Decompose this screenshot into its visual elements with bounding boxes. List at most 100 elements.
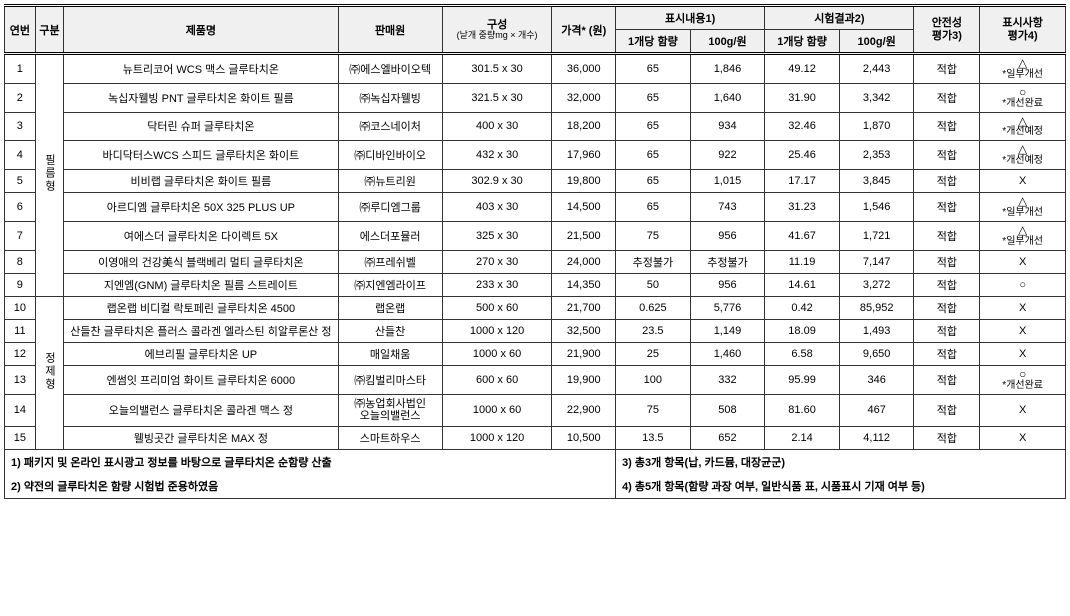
hdr-name: 제품명: [64, 6, 338, 54]
cell-price: 22,900: [552, 394, 616, 426]
cell-price: 21,900: [552, 342, 616, 365]
cell-d1: 65: [616, 141, 691, 170]
cell-num: 13: [5, 365, 36, 394]
cat-film: 필름형: [35, 54, 64, 297]
cell-name: 지엔엠(GNM) 글루타치온 필름 스트레이트: [64, 273, 338, 296]
footnote-3: 3) 총3개 항목(납, 카드뮴, 대장균군): [616, 449, 1066, 474]
cell-safe: 적합: [914, 426, 980, 449]
table-row: 6 아르디엠 글루타치온 50X 325 PLUS UP ㈜루디엠그룹 403 …: [5, 193, 1066, 222]
cell-comp: 233 x 30: [442, 273, 552, 296]
table-row: 14 오늘의밸런스 글루타치온 콜라겐 맥스 정 ㈜농업회사법인오늘의밸런스 1…: [5, 394, 1066, 426]
cell-d1: 65: [616, 83, 691, 112]
cell-vendor: 스마트하우스: [338, 426, 442, 449]
cell-name: 여에스더 글루타치온 다이렉트 5X: [64, 221, 338, 250]
hdr-safety-l2: 평가3): [916, 30, 977, 42]
cell-safe: 적합: [914, 296, 980, 319]
cell-t2: 3,342: [839, 83, 914, 112]
table-row: 9 지엔엠(GNM) 글루타치온 필름 스트레이트 ㈜지엔엠라이프 233 x …: [5, 273, 1066, 296]
cell-comp: 325 x 30: [442, 221, 552, 250]
cell-vendor: ㈜농업회사법인오늘의밸런스: [338, 394, 442, 426]
table-row: 12 에브리필 글루타치온 UP 매일채움 1000 x 60 21,900 2…: [5, 342, 1066, 365]
cell-t1: 17.17: [765, 170, 840, 193]
cell-t2: 467: [839, 394, 914, 426]
cell-d2: 1,460: [690, 342, 765, 365]
cell-d2: 추정불가: [690, 250, 765, 273]
cell-num: 12: [5, 342, 36, 365]
cell-safe: 적합: [914, 193, 980, 222]
footnote-2: 2) 약전의 글루타치온 함량 시험법 준용하였음: [5, 474, 616, 499]
cell-t1: 95.99: [765, 365, 840, 394]
cell-t2: 1,721: [839, 221, 914, 250]
cell-price: 21,700: [552, 296, 616, 319]
cell-comp: 1000 x 60: [442, 394, 552, 426]
cell-price: 36,000: [552, 54, 616, 84]
cell-d2: 1,149: [690, 319, 765, 342]
product-table: 연번 구분 제품명 판매원 구성 (낱개 중량mg × 개수) 가격* (원) …: [4, 4, 1066, 499]
cell-eval: X: [980, 296, 1066, 319]
cell-vendor: ㈜킴벌리마스타: [338, 365, 442, 394]
cell-t2: 2,353: [839, 141, 914, 170]
cell-num: 14: [5, 394, 36, 426]
cell-vendor: ㈜코스네이처: [338, 112, 442, 141]
cell-num: 9: [5, 273, 36, 296]
cell-d1: 23.5: [616, 319, 691, 342]
cell-num: 7: [5, 221, 36, 250]
cell-name: 에브리필 글루타치온 UP: [64, 342, 338, 365]
cell-t1: 25.46: [765, 141, 840, 170]
hdr-vendor: 판매원: [338, 6, 442, 54]
cell-comp: 600 x 60: [442, 365, 552, 394]
cell-price: 32,000: [552, 83, 616, 112]
cell-eval: △*일부개선: [980, 54, 1066, 84]
cell-t1: 0.42: [765, 296, 840, 319]
cell-price: 32,500: [552, 319, 616, 342]
cell-safe: 적합: [914, 141, 980, 170]
cell-vendor: 에스더포뮬러: [338, 221, 442, 250]
cell-name: 오늘의밸런스 글루타치온 콜라겐 맥스 정: [64, 394, 338, 426]
cell-t2: 4,112: [839, 426, 914, 449]
cell-price: 10,500: [552, 426, 616, 449]
cell-comp: 1000 x 60: [442, 342, 552, 365]
cell-name: 녹십자웰빙 PNT 글루타치온 화이트 필름: [64, 83, 338, 112]
cell-t2: 1,870: [839, 112, 914, 141]
cell-num: 10: [5, 296, 36, 319]
cell-eval: △*일부개선: [980, 193, 1066, 222]
cat-tablet: 정제형: [35, 296, 64, 449]
cell-comp: 1000 x 120: [442, 319, 552, 342]
cell-vendor: 산들찬: [338, 319, 442, 342]
hdr-num: 연번: [5, 6, 36, 54]
footnote-row: 1) 패키지 및 온라인 표시광고 정보를 바탕으로 글루타치온 순함량 산출 …: [5, 449, 1066, 474]
cell-t1: 31.90: [765, 83, 840, 112]
cell-d1: 65: [616, 54, 691, 84]
table-row: 15 웰빙곳간 글루타치온 MAX 정 스마트하우스 1000 x 120 10…: [5, 426, 1066, 449]
cell-vendor: ㈜녹십자웰빙: [338, 83, 442, 112]
cell-t2: 1,493: [839, 319, 914, 342]
footnote-row: 2) 약전의 글루타치온 함량 시험법 준용하였음 4) 총5개 항목(함량 과…: [5, 474, 1066, 499]
hdr-cat: 구분: [35, 6, 64, 54]
table-row: 2 녹십자웰빙 PNT 글루타치온 화이트 필름 ㈜녹십자웰빙 321.5 x …: [5, 83, 1066, 112]
cell-d2: 332: [690, 365, 765, 394]
cell-t1: 49.12: [765, 54, 840, 84]
cell-num: 1: [5, 54, 36, 84]
cell-price: 19,900: [552, 365, 616, 394]
cell-eval: X: [980, 394, 1066, 426]
hdr-test-group: 시험결과2): [765, 6, 914, 30]
cell-price: 24,000: [552, 250, 616, 273]
cell-safe: 적합: [914, 112, 980, 141]
hdr-eval-l1: 표시사항: [982, 17, 1063, 29]
cell-d2: 5,776: [690, 296, 765, 319]
cell-comp: 270 x 30: [442, 250, 552, 273]
cell-d2: 1,015: [690, 170, 765, 193]
table-row: 4 바디닥터스WCS 스피드 글루타치온 화이트 ㈜디바인바이오 432 x 3…: [5, 141, 1066, 170]
cell-vendor: ㈜루디엠그룹: [338, 193, 442, 222]
cell-vendor: ㈜프레쉬벨: [338, 250, 442, 273]
cell-vendor: ㈜에스엘바이오텍: [338, 54, 442, 84]
cell-eval: X: [980, 170, 1066, 193]
cell-vendor: 랩온랩: [338, 296, 442, 319]
cell-eval: ○*개선완료: [980, 365, 1066, 394]
cell-t1: 31.23: [765, 193, 840, 222]
cell-d2: 956: [690, 221, 765, 250]
hdr-comp-l1: 구성: [445, 19, 550, 31]
table-row: 10 정제형 랩온랩 비디컬 락토페린 글루타치온 4500 랩온랩 500 x…: [5, 296, 1066, 319]
cell-num: 4: [5, 141, 36, 170]
cell-t2: 1,546: [839, 193, 914, 222]
